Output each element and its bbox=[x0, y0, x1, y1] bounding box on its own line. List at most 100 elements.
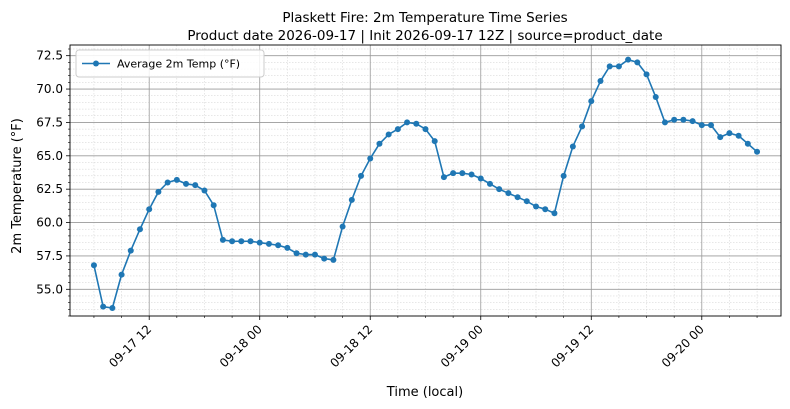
data-point bbox=[698, 122, 705, 129]
data-point bbox=[643, 71, 650, 78]
chart-title: Plaskett Fire: 2m Temperature Time Serie… bbox=[282, 10, 567, 26]
data-point bbox=[348, 196, 355, 203]
data-point bbox=[302, 251, 309, 258]
data-point bbox=[744, 140, 751, 147]
data-point bbox=[735, 132, 742, 139]
data-point bbox=[533, 203, 540, 210]
major-grid bbox=[70, 45, 781, 316]
legend-box bbox=[75, 49, 265, 78]
data-point bbox=[256, 239, 263, 246]
data-point bbox=[551, 210, 558, 217]
data-point bbox=[385, 131, 392, 138]
data-point bbox=[754, 148, 761, 155]
data-point bbox=[311, 251, 318, 258]
y-tick-label: 57.5 bbox=[36, 249, 63, 263]
data-point bbox=[542, 206, 549, 213]
data-point bbox=[440, 174, 447, 181]
data-point bbox=[339, 223, 346, 230]
data-point bbox=[496, 186, 503, 193]
data-point bbox=[680, 116, 687, 123]
x-tick-label: 09-19 00 bbox=[438, 322, 486, 370]
data-point bbox=[597, 78, 604, 85]
legend-label: Average 2m Temp (°F) bbox=[117, 58, 240, 71]
data-point bbox=[210, 202, 217, 209]
data-point bbox=[238, 238, 245, 245]
series-layer bbox=[90, 56, 761, 311]
x-tick-label: 09-18 12 bbox=[327, 322, 375, 370]
y-axis: 55.0 57.5 60.0 62.5 65.0 67.5 70.0 72.5 bbox=[36, 49, 70, 317]
data-point bbox=[136, 226, 143, 233]
data-point bbox=[477, 175, 484, 182]
y-tick-label: 60.0 bbox=[36, 216, 63, 230]
data-point bbox=[330, 256, 337, 263]
data-point bbox=[219, 236, 226, 243]
data-point bbox=[468, 171, 475, 178]
data-point bbox=[265, 240, 272, 247]
y-tick-label: 55.0 bbox=[36, 282, 63, 296]
data-point bbox=[634, 59, 641, 66]
data-point bbox=[671, 116, 678, 123]
data-point bbox=[615, 63, 622, 70]
legend: Average 2m Temp (°F) bbox=[75, 49, 265, 78]
y-axis-label: 2m Temperature (°F) bbox=[10, 118, 25, 254]
x-tick-label: 09-20 00 bbox=[659, 322, 707, 370]
data-point bbox=[155, 188, 162, 195]
data-point bbox=[708, 122, 715, 129]
data-point bbox=[100, 303, 107, 310]
data-point bbox=[284, 244, 291, 251]
data-point bbox=[321, 255, 328, 262]
y-tick-label: 65.0 bbox=[36, 149, 63, 163]
y-tick-label: 72.5 bbox=[36, 49, 63, 63]
legend-marker-swatch bbox=[93, 60, 99, 67]
data-point bbox=[588, 98, 595, 105]
data-point bbox=[293, 250, 300, 257]
y-tick-label: 62.5 bbox=[36, 182, 63, 196]
y-tick-label: 67.5 bbox=[36, 115, 63, 129]
data-point bbox=[579, 123, 586, 130]
data-point bbox=[505, 190, 512, 197]
data-point bbox=[404, 119, 411, 126]
x-tick-label: 09-17 12 bbox=[106, 322, 154, 370]
y-tick-label: 70.0 bbox=[36, 82, 63, 96]
data-point bbox=[358, 172, 365, 179]
data-point bbox=[192, 182, 199, 189]
data-point bbox=[459, 170, 466, 177]
data-point bbox=[247, 238, 254, 245]
data-point bbox=[394, 126, 401, 133]
x-tick-label: 09-19 12 bbox=[548, 322, 596, 370]
data-point bbox=[661, 119, 668, 126]
data-point bbox=[652, 94, 659, 101]
x-axis-label: Time (local) bbox=[386, 385, 463, 400]
data-point bbox=[367, 155, 374, 162]
data-point bbox=[514, 194, 521, 201]
data-point bbox=[413, 120, 420, 127]
data-point bbox=[229, 238, 236, 245]
x-tick-label: 09-18 00 bbox=[217, 322, 265, 370]
data-point bbox=[560, 172, 567, 179]
data-point bbox=[275, 242, 282, 249]
data-point bbox=[486, 180, 493, 187]
data-point bbox=[118, 271, 125, 278]
minor-grid bbox=[70, 45, 781, 317]
data-point bbox=[726, 130, 733, 137]
data-point bbox=[183, 180, 190, 187]
data-point bbox=[569, 143, 576, 150]
data-point bbox=[164, 179, 171, 186]
data-point bbox=[625, 56, 632, 63]
data-point bbox=[606, 63, 613, 70]
data-point bbox=[376, 140, 383, 147]
data-point bbox=[450, 170, 457, 177]
data-point bbox=[431, 138, 438, 145]
data-point bbox=[717, 134, 724, 141]
data-point bbox=[90, 262, 97, 269]
data-point bbox=[109, 304, 116, 311]
x-axis: 09-17 12 09-18 00 09-18 12 09-19 00 09-19 12… bbox=[93, 316, 758, 370]
data-point bbox=[146, 206, 153, 213]
data-point bbox=[173, 176, 180, 183]
data-point bbox=[689, 118, 696, 125]
data-point bbox=[127, 247, 134, 254]
data-point bbox=[201, 187, 208, 194]
data-point bbox=[523, 198, 530, 205]
chart-subtitle: Product date 2026-09-17 | Init 2026-09-1… bbox=[187, 28, 662, 44]
